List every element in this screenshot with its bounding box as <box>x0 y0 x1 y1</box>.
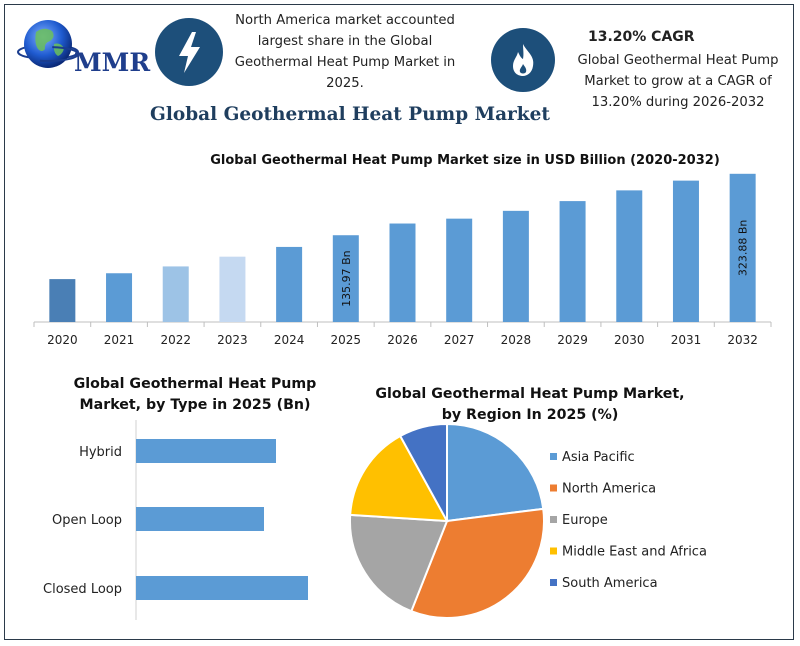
type-bar-chart: Hybrid Open Loop Closed Loop <box>43 420 308 620</box>
region-title-line-1: Global Geothermal Heat Pump Market, <box>375 386 685 402</box>
type-label-hybrid: Hybrid <box>79 445 122 460</box>
bar-2032 <box>729 173 756 322</box>
legend-label-north-america: North America <box>562 482 656 497</box>
bar-2025 <box>332 235 359 322</box>
cagr-callout: Global Geothermal Heat Pump Market to gr… <box>560 50 796 113</box>
legend-swatch-europe <box>550 516 557 523</box>
pie-slice-north-america <box>409 507 545 619</box>
bar-2031 <box>672 180 699 322</box>
pie-slice-south-america <box>398 422 448 522</box>
legend-swatch-asia-pacific <box>550 453 557 460</box>
x-tick-label-2025: 2025 <box>331 333 362 347</box>
region-pie-chart: Asia Pacific North America Europe Middle Ea… <box>349 422 707 619</box>
type-bar-open-loop <box>136 507 264 531</box>
callout-left-line-1: North America market accounted <box>235 13 455 28</box>
type-title-line-2: Market, by Type in 2025 (Bn) <box>79 397 311 413</box>
x-tick-label-2027: 2027 <box>444 333 475 347</box>
pie-slice-asia-pacific <box>446 422 545 523</box>
type-bar-hybrid <box>136 439 276 463</box>
x-tick-label-2021: 2021 <box>104 333 135 347</box>
legend-label-europe: Europe <box>562 513 608 528</box>
infographic-frame <box>4 4 794 640</box>
globe-icon <box>17 20 79 68</box>
type-label-closed-loop: Closed Loop <box>43 582 122 597</box>
pie-slice-europe <box>349 513 449 613</box>
type-bar-closed-loop <box>136 576 308 600</box>
bar-2023 <box>219 256 246 322</box>
brand-logo: MMR <box>16 14 150 80</box>
bar-2024 <box>276 246 303 322</box>
callout-left-line-3: Geothermal Heat Pump Market in <box>234 55 456 70</box>
x-tick-label-2026: 2026 <box>387 333 418 347</box>
x-tick-label-2029: 2029 <box>557 333 588 347</box>
north-america-callout: North America market accounted largest s… <box>222 10 468 94</box>
x-tick-label-2020: 2020 <box>47 333 78 347</box>
brand-name: MMR <box>74 48 151 77</box>
x-tick-label-2031: 2031 <box>671 333 702 347</box>
bar-2030 <box>616 190 643 322</box>
legend-swatch-middle-east-and-africa <box>550 547 557 555</box>
x-tick-label-2030: 2030 <box>614 333 645 347</box>
legend-label-asia-pacific: Asia Pacific <box>562 450 635 465</box>
callout-left-line-2: largest share in the Global <box>257 34 433 49</box>
legend-label-middle-east-and-africa: Middle East and Africa <box>562 545 707 560</box>
bar-2022 <box>162 266 189 322</box>
callout-left-line-4: 2025. <box>326 76 364 91</box>
pie-slice-middle-east-and-africa <box>349 434 449 523</box>
flame-icon <box>491 28 555 92</box>
legend-swatch-north-america <box>550 484 557 492</box>
data-label-2032: 323.88 Bn <box>737 220 750 277</box>
bar-2029 <box>559 201 586 322</box>
callout-right-line-1: Global Geothermal Heat Pump <box>577 53 779 68</box>
region-title-line-2: by Region In 2025 (%) <box>441 407 619 423</box>
type-label-open-loop: Open Loop <box>52 513 122 528</box>
bar-2021 <box>106 273 133 322</box>
callout-right-line-2: Market to grow at a CAGR of <box>584 74 772 89</box>
region-chart-title: Global Geothermal Heat Pump Market, by R… <box>370 384 690 426</box>
legend-label-south-america: South America <box>562 576 658 591</box>
x-tick-label-2022: 2022 <box>160 333 191 347</box>
callout-right-line-3: 13.20% during 2026-2032 <box>591 95 765 110</box>
type-chart-title: Global Geothermal Heat Pump Market, by T… <box>60 374 330 416</box>
x-tick-label-2032: 2032 <box>727 333 758 347</box>
bar-2027 <box>446 218 473 322</box>
bar-2020 <box>49 279 76 322</box>
bar-2026 <box>389 223 416 322</box>
bar-2028 <box>502 210 529 322</box>
lightning-bolt-icon <box>155 18 223 86</box>
main-title: Global Geothermal Heat Pump Market <box>150 104 550 125</box>
data-label-2025: 135.97 Bn <box>340 250 353 307</box>
x-tick-label-2028: 2028 <box>501 333 532 347</box>
type-title-line-1: Global Geothermal Heat Pump <box>73 376 317 392</box>
market-size-bar-chart: 2020 2021 2022 2023 2024 2025 2026 2027 2028 2029… <box>33 173 772 347</box>
x-tick-label-2023: 2023 <box>217 333 248 347</box>
cagr-title: 13.20% CAGR <box>588 29 695 45</box>
legend-swatch-south-america <box>550 579 557 586</box>
x-tick-label-2024: 2024 <box>274 333 305 347</box>
bar-chart-title: Global Geothermal Heat Pump Market size … <box>210 153 720 168</box>
